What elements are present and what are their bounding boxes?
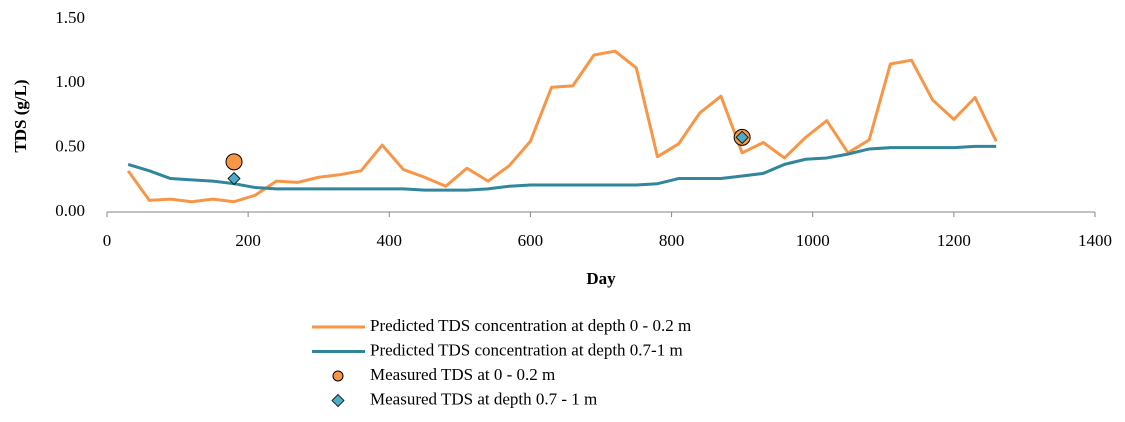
y-tick-label: 1.00: [55, 72, 85, 91]
y-tick-label: 0.00: [55, 201, 85, 220]
x-tick-label: 1200: [937, 231, 971, 250]
data-point: [735, 130, 749, 144]
legend-swatch: [332, 370, 344, 382]
y-tick-label: 0.50: [55, 137, 85, 156]
x-tick-label: 1000: [796, 231, 830, 250]
x-tick-label: 0: [103, 231, 112, 250]
legend-label: Predicted TDS concentration at depth 0.7…: [370, 340, 683, 359]
x-tick-label: 800: [659, 231, 685, 250]
y-tick-label: 1.50: [55, 8, 85, 27]
x-tick-label: 1400: [1078, 231, 1112, 250]
legend-label: Measured TDS at depth 0.7 - 1 m: [370, 389, 597, 408]
legend-label: Measured TDS at 0 - 0.2 m: [370, 365, 555, 384]
data-point: [227, 171, 241, 186]
x-tick-label: 400: [377, 231, 403, 250]
x-tick-label: 200: [235, 231, 261, 250]
y-axis-title: TDS (g/L): [11, 79, 30, 152]
line-series: [126, 49, 998, 204]
legend-swatch: [331, 393, 345, 408]
line-series: [127, 144, 997, 192]
legend-label: Predicted TDS concentration at depth 0 -…: [370, 316, 691, 335]
x-axis-title: Day: [586, 269, 616, 288]
x-tick-label: 600: [518, 231, 544, 250]
data-point: [225, 153, 243, 171]
